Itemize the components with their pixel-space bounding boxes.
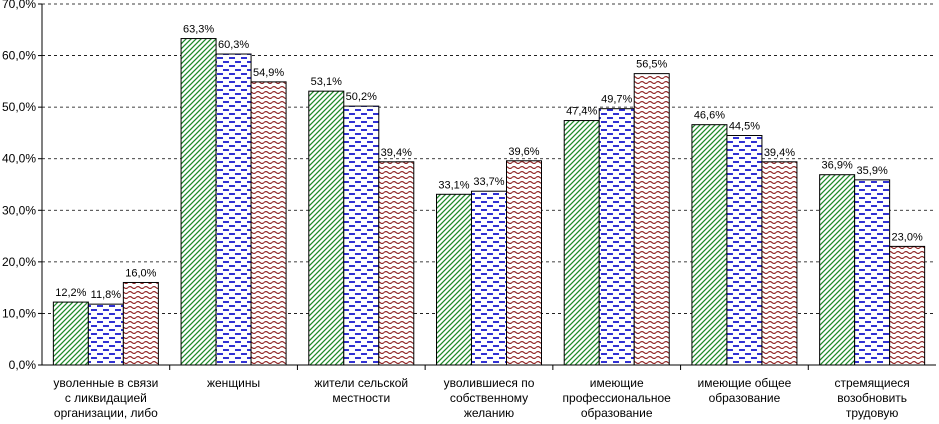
- bar-series-1: [180, 38, 217, 366]
- data-label: 33,1%: [438, 179, 469, 191]
- bar-series-3: [122, 281, 159, 366]
- bar-series-3: [889, 245, 926, 366]
- data-label: 11,8%: [91, 289, 122, 301]
- data-label: 49,7%: [601, 94, 632, 106]
- data-label: 12,2%: [55, 287, 86, 299]
- bar-series-1: [691, 124, 728, 366]
- category-label: стремящиеся: [834, 376, 909, 390]
- bar-series-3: [250, 81, 287, 366]
- data-label: 39,6%: [508, 146, 539, 158]
- data-label: 35,9%: [857, 165, 888, 177]
- category-label: имеющие общее: [698, 376, 792, 390]
- bar-series-2: [726, 135, 763, 366]
- y-tick-label: 30,0%: [2, 203, 36, 217]
- category-label: женщины: [207, 376, 260, 390]
- data-label: 56,5%: [636, 59, 667, 71]
- data-label: 23,0%: [892, 231, 923, 243]
- bar-series-3: [633, 73, 670, 366]
- data-label: 36,9%: [822, 160, 853, 172]
- category-label: возобновить: [837, 391, 907, 405]
- category-label: жители сельской: [314, 376, 408, 390]
- data-label: 54,9%: [253, 67, 284, 79]
- bar-series-3: [506, 160, 542, 366]
- category-label: организации, либо: [54, 406, 158, 420]
- category-label: желанию: [464, 406, 514, 420]
- y-tick-label: 60,0%: [2, 49, 36, 63]
- bar-series-2: [215, 53, 252, 366]
- category-label: образование: [581, 406, 653, 420]
- data-label: 63,3%: [183, 24, 214, 36]
- category-label: местности: [332, 391, 390, 405]
- bar-series-2: [471, 190, 507, 366]
- category-label: с ликвидацией: [65, 391, 147, 405]
- data-label: 33,7%: [473, 176, 504, 188]
- category-label: уволившиеся по: [444, 376, 535, 390]
- category-label: трудовую: [846, 406, 898, 420]
- bar-series-3: [761, 161, 798, 366]
- category-label: уволенные в связи: [53, 376, 158, 390]
- data-label: 47,4%: [566, 106, 597, 118]
- bar-series-2: [87, 303, 124, 366]
- y-tick-label: 50,0%: [2, 100, 36, 114]
- data-label: 60,3%: [218, 39, 249, 51]
- y-tick-label: 0,0%: [9, 358, 37, 372]
- data-label: 50,2%: [346, 91, 377, 103]
- bar-series-3: [378, 161, 415, 366]
- bar-series-1: [563, 120, 600, 366]
- data-label: 44,5%: [729, 121, 760, 133]
- bar-series-1: [819, 174, 856, 366]
- data-label: 16,0%: [125, 267, 156, 279]
- y-tick-label: 10,0%: [2, 306, 36, 320]
- y-tick-label: 40,0%: [2, 152, 36, 166]
- category-label: имеющие: [590, 376, 644, 390]
- category-label: собственному: [450, 391, 528, 405]
- category-label: образование: [709, 391, 781, 405]
- bar-series-1: [52, 301, 89, 366]
- data-label: 53,1%: [311, 76, 342, 88]
- data-label: 39,4%: [764, 147, 795, 159]
- bar-series-2: [854, 179, 891, 366]
- bar-series-2: [343, 105, 380, 366]
- bar-series-1: [436, 193, 472, 366]
- data-label: 46,6%: [694, 110, 725, 122]
- y-tick-label: 20,0%: [2, 255, 36, 269]
- bar-series-2: [598, 108, 635, 366]
- bar-series-1: [308, 90, 345, 366]
- y-tick-label: 70,0%: [2, 0, 36, 11]
- data-label: 39,4%: [381, 147, 412, 159]
- category-label: профессиональное: [563, 391, 672, 405]
